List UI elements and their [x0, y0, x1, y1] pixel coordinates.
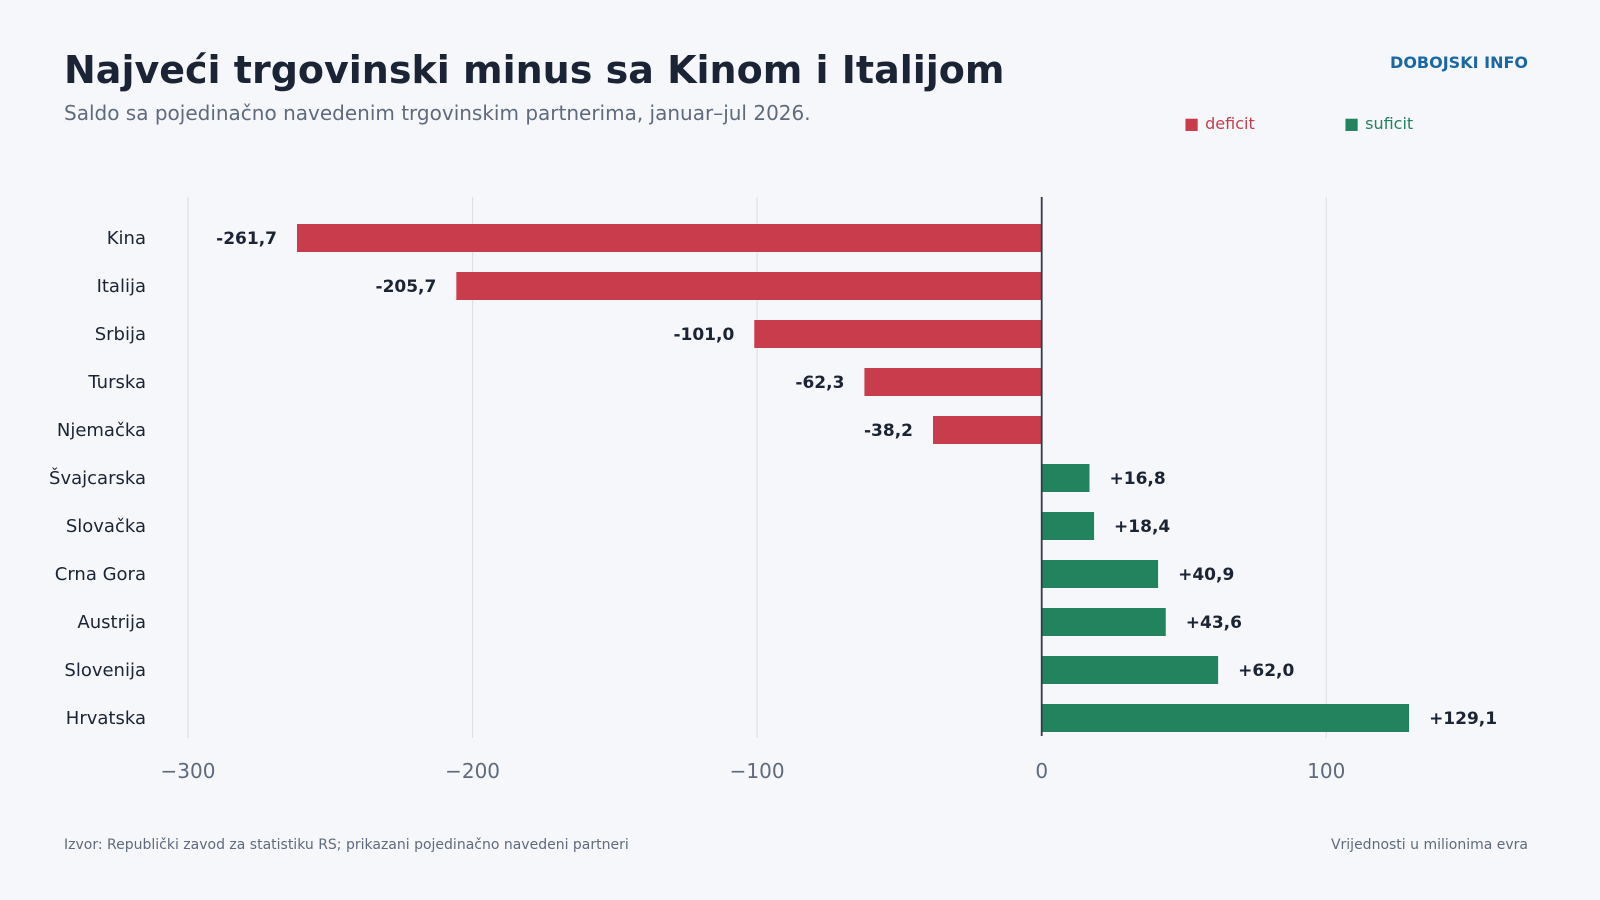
x-tick-label: −100 [730, 759, 785, 783]
data-label: +40,9 [1178, 565, 1234, 585]
chart-subtitle: Saldo sa pojedinačno navedenim trgovinsk… [64, 101, 811, 125]
bar [456, 272, 1042, 300]
bar [1041, 608, 1166, 636]
legend-swatch-deficit: ■ [1184, 114, 1200, 133]
category-label: Srbija [95, 324, 146, 345]
data-label: -62,3 [795, 373, 844, 393]
category-label: Austrija [77, 612, 146, 633]
category-label: Slovenija [64, 660, 146, 681]
legend-swatch-surplus: ■ [1344, 114, 1360, 133]
x-tick-label: 0 [1035, 759, 1048, 783]
unit-note: Vrijednosti u milionima evra [1330, 837, 1528, 853]
category-label: Njemačka [57, 420, 146, 441]
legend-label-deficit: deficit [1205, 114, 1255, 133]
data-label: +129,1 [1429, 709, 1497, 729]
data-label: -101,0 [673, 325, 734, 345]
bar [754, 320, 1042, 348]
source-note: Izvor: Republički zavod za statistiku RS… [64, 837, 629, 853]
x-tick-label: −200 [445, 759, 500, 783]
data-label: +43,6 [1186, 613, 1242, 633]
category-label: Italija [97, 276, 146, 297]
category-label: Crna Gora [55, 564, 146, 585]
data-label: -38,2 [864, 421, 913, 441]
category-label: Hrvatska [66, 708, 146, 729]
brand-logo-text: DOBOJSKI INFO [1390, 53, 1528, 72]
data-label: -261,7 [216, 229, 277, 249]
x-tick-label: −300 [161, 759, 216, 783]
bar [864, 368, 1042, 396]
category-label: Turska [87, 372, 146, 393]
legend-item-deficit: ■ deficit [1184, 114, 1255, 133]
bar [1041, 704, 1410, 732]
category-label: Kina [107, 228, 146, 249]
bar [1041, 512, 1095, 540]
data-label: +62,0 [1238, 661, 1294, 681]
bar [932, 416, 1042, 444]
legend-label-surplus: suficit [1365, 114, 1414, 133]
data-label: +16,8 [1110, 469, 1166, 489]
category-label: Slovačka [66, 516, 146, 537]
bar [1041, 560, 1159, 588]
x-tick-label: 100 [1307, 759, 1345, 783]
bar [1041, 464, 1090, 492]
bar [296, 224, 1042, 252]
data-label: -205,7 [376, 277, 437, 297]
legend-item-surplus: ■ suficit [1344, 114, 1413, 133]
category-label: Švajcarska [49, 467, 146, 489]
chart-title: Najveći trgovinski minus sa Kinom i Ital… [64, 48, 1005, 92]
data-label: +18,4 [1114, 517, 1170, 537]
bar [1041, 656, 1219, 684]
